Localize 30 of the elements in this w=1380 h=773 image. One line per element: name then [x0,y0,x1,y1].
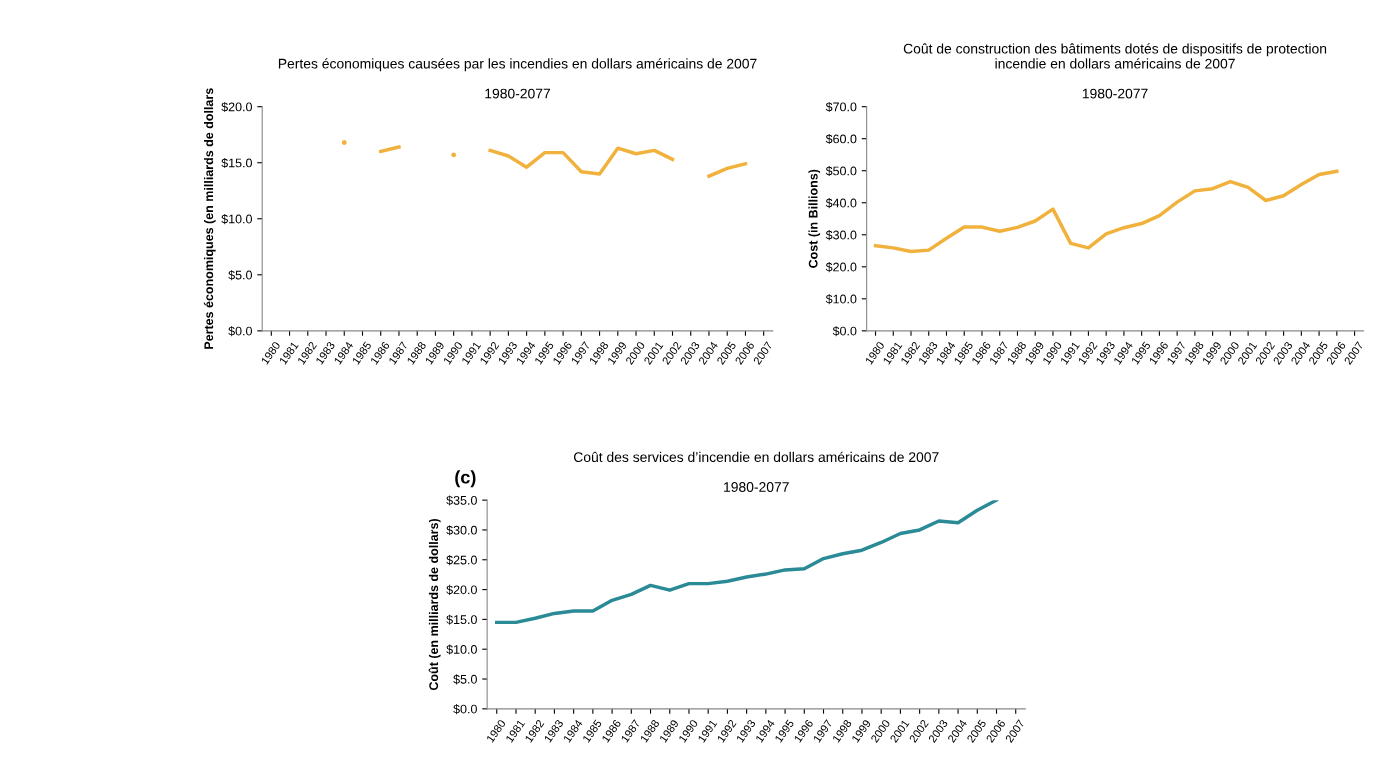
y-tick-label: $5.0 [228,270,252,281]
y-tick-label: $30.0 [446,525,477,536]
y-axis-title: Cost (in Billions) [808,169,821,268]
y-axis-title: Coût (en milliards de dollars) [428,518,441,691]
text: (c) [455,470,476,488]
line-series [495,500,999,625]
y-tick-label: $60.0 [825,133,857,145]
y-tick-label: $15.0 [446,614,477,625]
y-tick-label: $10.0 [825,294,857,305]
y-tick-label: $20.0 [221,101,252,113]
chart-title: Coût des services d’incendie en dollars américains de 2007 1980-2077 [573,451,939,492]
y-tick-label: $20.0 [446,584,477,595]
line-series [873,169,1339,254]
y-tick-label: $0.0 [228,326,252,337]
y-axis-title: Pertes économiques (en milliards de dollars [203,88,216,349]
chart-title: Pertes économiques causées par les incendies en dollars américains de 2007 1980-2077 [278,58,757,99]
y-tick-label: $35.0 [446,495,477,506]
y-tick-label: $0.0 [832,326,857,337]
y-tick-label: $5.0 [453,674,477,685]
y-tick-label: $50.0 [825,166,857,177]
y-tick-label: $70.0 [825,101,857,113]
y-tick-label: $20.0 [825,262,857,273]
y-tick-label: $40.0 [825,198,857,209]
y-tick-label: $0.0 [453,704,477,715]
y-tick-label: $15.0 [221,157,252,169]
y-tick-label: $30.0 [825,230,857,241]
y-tick-label: $25.0 [446,555,477,566]
y-tick-label: $10.0 [446,644,477,655]
chart-title: Coût de construction des bâtiments dotés de dispositifs de protection incendie en dollars américains de 2007 1980-2077 [903,43,1327,99]
y-tick-label: $10.0 [221,214,252,225]
